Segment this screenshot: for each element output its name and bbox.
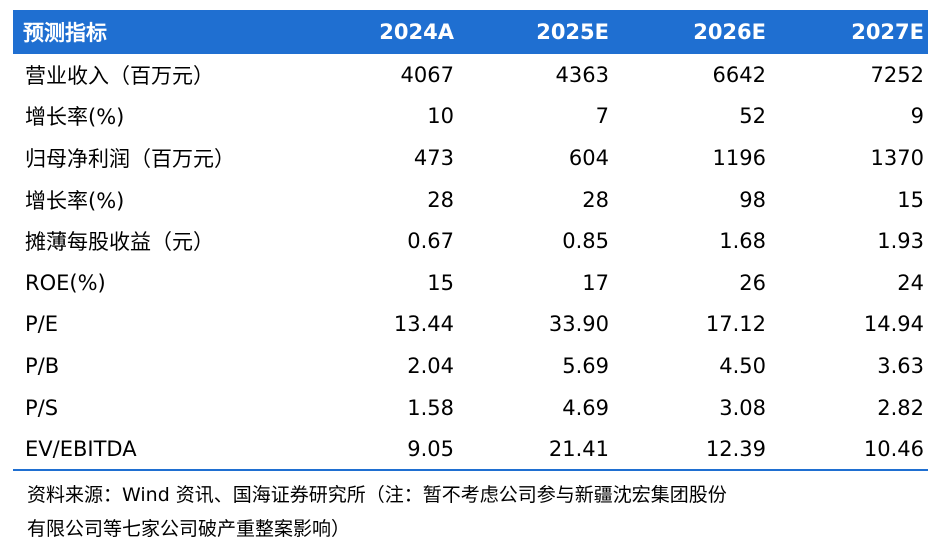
- cell-value: 13.44: [393, 312, 454, 337]
- table-row: P/B 2.04 5.69 4.50 3.63: [13, 345, 928, 387]
- cell-value: 4.69: [562, 395, 609, 420]
- row-label: 增长率(%): [25, 105, 125, 130]
- cell-value: 2.82: [877, 395, 924, 420]
- cell-value: 1370: [870, 145, 924, 170]
- row-label: P/S: [25, 395, 59, 420]
- cell-value: 15: [897, 187, 924, 212]
- cell-value: 4363: [555, 62, 609, 87]
- row-label: EV/EBITDA: [25, 436, 137, 461]
- table-row: 增长率(%) 10 7 52 9: [13, 96, 928, 138]
- cell-value: 2.04: [407, 353, 454, 378]
- header-indicator: 预测指标: [23, 21, 107, 45]
- cell-value: 3.63: [877, 353, 924, 378]
- table-row: 增长率(%) 28 28 98 15: [13, 179, 928, 221]
- cell-value: 4.50: [719, 353, 766, 378]
- source-note-line-2: 有限公司等七家公司破产重整案影响）: [27, 518, 351, 540]
- row-label: 增长率(%): [25, 188, 125, 213]
- cell-value: 0.85: [562, 229, 609, 254]
- source-note-line-1: 资料来源：Wind 资讯、国海证券研究所（注：暂不考虑公司参与新疆沈宏集团股份: [27, 484, 727, 506]
- header-year-2026e: 2026E: [693, 20, 766, 44]
- table-row: P/E 13.44 33.90 17.12 14.94: [13, 304, 928, 346]
- row-label: 摊薄每股收益（元）: [25, 230, 214, 255]
- source-note: 资料来源：Wind 资讯、国海证券研究所（注：暂不考虑公司参与新疆沈宏集团股份 …: [27, 478, 927, 546]
- cell-value: 604: [568, 145, 609, 170]
- row-label: 归母净利润（百万元）: [25, 146, 235, 171]
- forecast-table: 预测指标 2024A 2025E 2026E 2027E 营业收入（百万元） 4…: [13, 10, 928, 471]
- cell-value: 9: [910, 104, 924, 129]
- cell-value: 26: [739, 270, 766, 295]
- cell-value: 1196: [712, 145, 766, 170]
- cell-value: 6642: [712, 62, 766, 87]
- cell-value: 7252: [870, 62, 924, 87]
- row-label: 营业收入（百万元）: [25, 63, 214, 88]
- cell-value: 1.68: [719, 229, 766, 254]
- table-row: 归母净利润（百万元） 473 604 1196 1370: [13, 137, 928, 179]
- cell-value: 21.41: [548, 436, 609, 461]
- cell-value: 28: [582, 187, 609, 212]
- cell-value: 15: [427, 270, 454, 295]
- table-row: 营业收入（百万元） 4067 4363 6642 7252: [13, 54, 928, 96]
- table-row: EV/EBITDA 9.05 21.41 12.39 10.46: [13, 428, 928, 470]
- cell-value: 3.08: [719, 395, 766, 420]
- cell-value: 1.93: [877, 229, 924, 254]
- header-year-2027e: 2027E: [851, 20, 924, 44]
- cell-value: 4067: [400, 62, 454, 87]
- cell-value: 12.39: [705, 436, 766, 461]
- cell-value: 17.12: [705, 312, 766, 337]
- forecast-table-container: 预测指标 2024A 2025E 2026E 2027E 营业收入（百万元） 4…: [13, 10, 928, 471]
- cell-value: 24: [897, 270, 924, 295]
- table-row: P/S 1.58 4.69 3.08 2.82: [13, 387, 928, 429]
- table-row: ROE(%) 15 17 26 24: [13, 262, 928, 304]
- cell-value: 52: [739, 104, 766, 129]
- cell-value: 17: [582, 270, 609, 295]
- header-year-2024a: 2024A: [379, 20, 454, 44]
- row-label: ROE(%): [25, 270, 106, 295]
- cell-value: 10: [427, 104, 454, 129]
- cell-value: 0.67: [407, 229, 454, 254]
- cell-value: 473: [413, 145, 454, 170]
- table-header-row: 预测指标 2024A 2025E 2026E 2027E: [13, 10, 928, 54]
- header-year-2025e: 2025E: [536, 20, 609, 44]
- cell-value: 33.90: [548, 312, 609, 337]
- cell-value: 1.58: [407, 395, 454, 420]
- table-row: 摊薄每股收益（元） 0.67 0.85 1.68 1.93: [13, 220, 928, 262]
- cell-value: 28: [427, 187, 454, 212]
- row-label: P/B: [25, 353, 60, 378]
- cell-value: 5.69: [562, 353, 609, 378]
- cell-value: 9.05: [407, 436, 454, 461]
- cell-value: 98: [739, 187, 766, 212]
- cell-value: 10.46: [863, 436, 924, 461]
- cell-value: 7: [595, 104, 609, 129]
- cell-value: 14.94: [863, 312, 924, 337]
- row-label: P/E: [25, 312, 59, 337]
